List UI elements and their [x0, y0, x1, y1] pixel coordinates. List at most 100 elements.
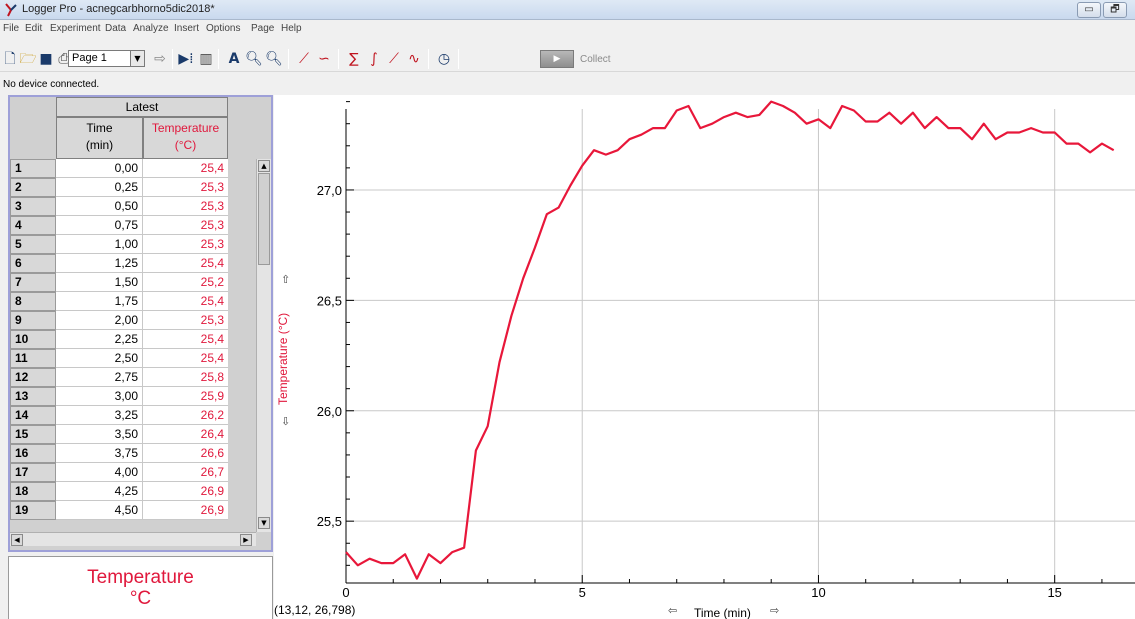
y-scroll-up-icon[interactable]: ⇧ [281, 273, 291, 286]
time-cell[interactable]: 2,75 [56, 368, 143, 387]
menu-options[interactable]: Options [206, 23, 241, 34]
row-number[interactable]: 11 [10, 349, 56, 368]
time-cell[interactable]: 4,00 [56, 463, 143, 482]
row-number[interactable]: 14 [10, 406, 56, 425]
chevron-down-icon[interactable]: ▼ [130, 50, 145, 67]
time-cell[interactable]: 4,25 [56, 482, 143, 501]
temperature-cell[interactable]: 25,9 [143, 387, 228, 406]
new-file-icon[interactable]: 🗋 [4, 51, 16, 67]
scroll-left-icon[interactable]: ◀ [11, 534, 23, 546]
temperature-cell[interactable]: 25,3 [143, 235, 228, 254]
time-cell[interactable]: 3,00 [56, 387, 143, 406]
y-axis-label[interactable]: Temperature (°C) [276, 312, 290, 405]
horizontal-scrollbar[interactable]: ◀ ▶ [10, 532, 256, 546]
tangent-icon[interactable]: ∽ [318, 51, 330, 67]
data-browser-icon[interactable]: ▥ [199, 51, 213, 67]
print-icon[interactable]: ⎙ [58, 51, 70, 67]
time-cell[interactable]: 0,25 [56, 178, 143, 197]
y-scroll-down-icon[interactable]: ⇩ [281, 415, 291, 428]
time-cell[interactable]: 0,00 [56, 159, 143, 178]
time-cell[interactable]: 3,50 [56, 425, 143, 444]
temperature-cell[interactable]: 25,4 [143, 349, 228, 368]
row-number[interactable]: 16 [10, 444, 56, 463]
menu-data[interactable]: Data [105, 23, 127, 34]
autoscale-icon[interactable]: A [228, 51, 240, 67]
temperature-cell[interactable]: 26,9 [143, 501, 228, 520]
menu-analyze[interactable]: Analyze [133, 23, 169, 34]
row-number[interactable]: 17 [10, 463, 56, 482]
row-number[interactable]: 8 [10, 292, 56, 311]
menu-edit[interactable]: Edit [25, 23, 43, 34]
open-folder-icon[interactable]: 🗁 [19, 51, 37, 67]
x-axis-label[interactable]: Time (min) [694, 606, 751, 619]
dataset-header[interactable]: Latest [56, 97, 228, 117]
scroll-down-icon[interactable]: ▼ [258, 517, 270, 529]
row-number[interactable]: 15 [10, 425, 56, 444]
save-icon[interactable]: ■ [39, 51, 53, 67]
collect-button[interactable]: ▶ Collect [540, 50, 614, 68]
menu-page[interactable]: Page [251, 23, 275, 34]
menu-insert[interactable]: Insert [174, 23, 200, 34]
minimize-button[interactable]: ▭ [1077, 2, 1101, 18]
row-number[interactable]: 7 [10, 273, 56, 292]
zoom-out-icon[interactable]: 🔍︎ [265, 51, 283, 67]
restore-button[interactable]: 🗗 [1103, 2, 1127, 18]
time-cell[interactable]: 1,75 [56, 292, 143, 311]
row-number[interactable]: 5 [10, 235, 56, 254]
temperature-cell[interactable]: 25,4 [143, 254, 228, 273]
temperature-cell[interactable]: 25,2 [143, 273, 228, 292]
time-cell[interactable]: 1,00 [56, 235, 143, 254]
temperature-graph[interactable]: 0 5 10 15 25,5 26,0 26,5 27,0 [274, 95, 1135, 619]
zoom-in-icon[interactable]: 🔍︎ [245, 51, 263, 67]
temperature-cell[interactable]: 25,4 [143, 330, 228, 349]
row-number[interactable]: 2 [10, 178, 56, 197]
graph-panel[interactable]: 0 5 10 15 25,5 26,0 26,5 27,0 Temperature (°C) … [274, 95, 1135, 619]
digital-meter[interactable]: Temperature °C [8, 556, 273, 619]
page-select[interactable]: Page 1 [68, 50, 132, 67]
time-cell[interactable]: 2,25 [56, 330, 143, 349]
row-number[interactable]: 6 [10, 254, 56, 273]
time-cell[interactable]: 2,00 [56, 311, 143, 330]
linear-fit-icon[interactable]: ⟋ [389, 51, 399, 67]
menu-help[interactable]: Help [281, 23, 302, 34]
temperature-series-line[interactable] [345, 100, 1115, 580]
temperature-cell[interactable]: 25,8 [143, 368, 228, 387]
temperature-cell[interactable]: 25,4 [143, 292, 228, 311]
row-number[interactable]: 1 [10, 159, 56, 178]
temperature-cell[interactable]: 25,3 [143, 178, 228, 197]
integral-icon[interactable]: ∫ [370, 51, 378, 67]
next-page-icon[interactable]: ⇨ [154, 51, 166, 67]
vertical-scrollbar[interactable]: ▲ ▼ [256, 159, 271, 532]
x-scroll-right-icon[interactable]: ⇨ [770, 604, 780, 617]
temperature-cell[interactable]: 26,7 [143, 463, 228, 482]
scroll-up-icon[interactable]: ▲ [258, 160, 270, 172]
scroll-right-icon[interactable]: ▶ [240, 534, 252, 546]
row-number[interactable]: 10 [10, 330, 56, 349]
menu-experiment[interactable]: Experiment [50, 23, 101, 34]
temperature-cell[interactable]: 26,2 [143, 406, 228, 425]
time-cell[interactable]: 3,75 [56, 444, 143, 463]
temperature-cell[interactable]: 25,4 [143, 159, 228, 178]
row-number[interactable]: 3 [10, 197, 56, 216]
temperature-column-header[interactable]: Temperature (°C) [143, 117, 228, 159]
time-cell[interactable]: 1,25 [56, 254, 143, 273]
row-number[interactable]: 12 [10, 368, 56, 387]
temperature-cell[interactable]: 25,3 [143, 311, 228, 330]
timing-icon[interactable]: ◷ [437, 51, 451, 67]
temperature-cell[interactable]: 26,4 [143, 425, 228, 444]
temperature-cell[interactable]: 25,3 [143, 216, 228, 235]
row-number[interactable]: 9 [10, 311, 56, 330]
row-number[interactable]: 13 [10, 387, 56, 406]
row-number[interactable]: 4 [10, 216, 56, 235]
row-number[interactable]: 18 [10, 482, 56, 501]
time-cell[interactable]: 3,25 [56, 406, 143, 425]
time-cell[interactable]: 0,50 [56, 197, 143, 216]
row-number[interactable]: 19 [10, 501, 56, 520]
temperature-cell[interactable]: 26,9 [143, 482, 228, 501]
time-cell[interactable]: 1,50 [56, 273, 143, 292]
time-cell[interactable]: 4,50 [56, 501, 143, 520]
statistics-icon[interactable]: ∑ [349, 51, 359, 67]
scrollbar-thumb[interactable] [258, 173, 270, 265]
examine-icon[interactable]: ⟋ [299, 51, 309, 67]
temperature-cell[interactable]: 26,6 [143, 444, 228, 463]
